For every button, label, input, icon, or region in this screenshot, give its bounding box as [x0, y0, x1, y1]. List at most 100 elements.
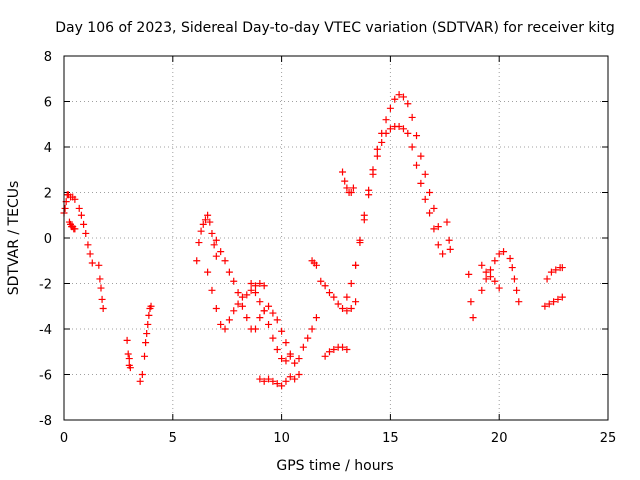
data-point: [212, 236, 220, 244]
data-point: [349, 184, 357, 192]
data-point: [365, 186, 373, 194]
data-point: [86, 250, 94, 258]
data-point: [96, 275, 104, 283]
data-point: [260, 377, 268, 385]
data-point: [334, 300, 342, 308]
data-point: [352, 298, 360, 306]
series-arc24: [543, 264, 566, 283]
y-tick-label: 6: [44, 96, 52, 111]
series-arc22: [478, 261, 503, 292]
data-point: [330, 345, 338, 353]
data-point: [347, 189, 355, 196]
series-arc15: [321, 343, 351, 360]
data-point: [273, 316, 281, 324]
data-point: [291, 375, 299, 383]
data-point: [321, 352, 329, 360]
data-point: [550, 298, 558, 306]
data-point: [408, 113, 416, 121]
data-point: [347, 280, 355, 287]
series-arc12: [256, 371, 303, 390]
data-point: [482, 268, 490, 276]
points-layer: [60, 91, 566, 390]
data-point: [343, 293, 351, 301]
data-point: [386, 125, 394, 133]
y-tick-label: 4: [44, 141, 52, 156]
data-point: [291, 359, 299, 367]
data-point: [339, 168, 347, 176]
data-point: [243, 314, 251, 322]
data-point: [80, 220, 88, 228]
data-point: [251, 282, 259, 290]
data-point: [217, 248, 225, 256]
data-point: [352, 261, 360, 269]
data-point: [343, 184, 351, 192]
series-arc16: [343, 123, 442, 301]
data-point: [343, 307, 351, 315]
series-arc13: [308, 257, 320, 269]
data-point: [543, 275, 551, 283]
data-point: [273, 380, 281, 388]
data-point: [98, 295, 106, 303]
data-point: [75, 204, 83, 212]
data-point: [443, 218, 451, 226]
data-point: [206, 218, 214, 226]
series-arc8: [204, 268, 268, 333]
data-point: [434, 241, 442, 249]
data-point: [554, 295, 562, 303]
y-tick-label: 0: [44, 232, 52, 247]
data-point: [204, 268, 212, 276]
data-point: [142, 339, 150, 347]
data-point: [230, 277, 238, 285]
data-point: [278, 382, 286, 390]
data-point: [138, 371, 146, 378]
data-point: [144, 320, 152, 328]
series-arc6: [136, 302, 155, 385]
series-arc25: [541, 293, 566, 310]
data-point: [247, 286, 255, 294]
data-point: [445, 236, 453, 244]
data-point: [286, 352, 294, 360]
series-arc18: [339, 168, 357, 196]
series-arc4: [95, 261, 107, 313]
data-point: [147, 302, 155, 310]
data-point: [265, 302, 273, 310]
data-point: [221, 257, 229, 265]
x-tick-label: 10: [273, 431, 290, 446]
data-point: [269, 377, 277, 385]
data-point: [286, 373, 294, 381]
series-arc19: [443, 218, 454, 253]
data-point: [269, 309, 277, 317]
series-arc2: [65, 218, 79, 233]
data-point: [541, 302, 549, 310]
data-point: [212, 305, 220, 313]
data-point: [325, 348, 333, 356]
data-point: [199, 220, 207, 228]
data-point: [378, 129, 386, 137]
data-point: [417, 179, 425, 187]
data-point: [421, 170, 429, 178]
data-point: [256, 280, 264, 287]
data-point: [558, 264, 566, 272]
data-point: [386, 104, 394, 112]
data-point: [230, 307, 238, 315]
data-point: [547, 268, 555, 276]
data-point: [515, 298, 523, 306]
data-point: [552, 266, 560, 274]
data-point: [61, 204, 69, 212]
data-point: [195, 239, 203, 247]
data-point: [143, 330, 151, 338]
data-point: [413, 161, 421, 169]
data-point: [278, 355, 286, 363]
data-point: [399, 93, 407, 101]
data-point: [124, 350, 132, 358]
data-point: [321, 282, 329, 290]
data-point: [225, 316, 233, 324]
data-point: [510, 275, 518, 283]
data-point: [304, 334, 312, 342]
data-point: [417, 152, 425, 160]
data-point: [426, 209, 434, 217]
x-tick-label: 20: [491, 431, 508, 446]
data-point: [395, 123, 403, 131]
data-point: [486, 273, 494, 281]
